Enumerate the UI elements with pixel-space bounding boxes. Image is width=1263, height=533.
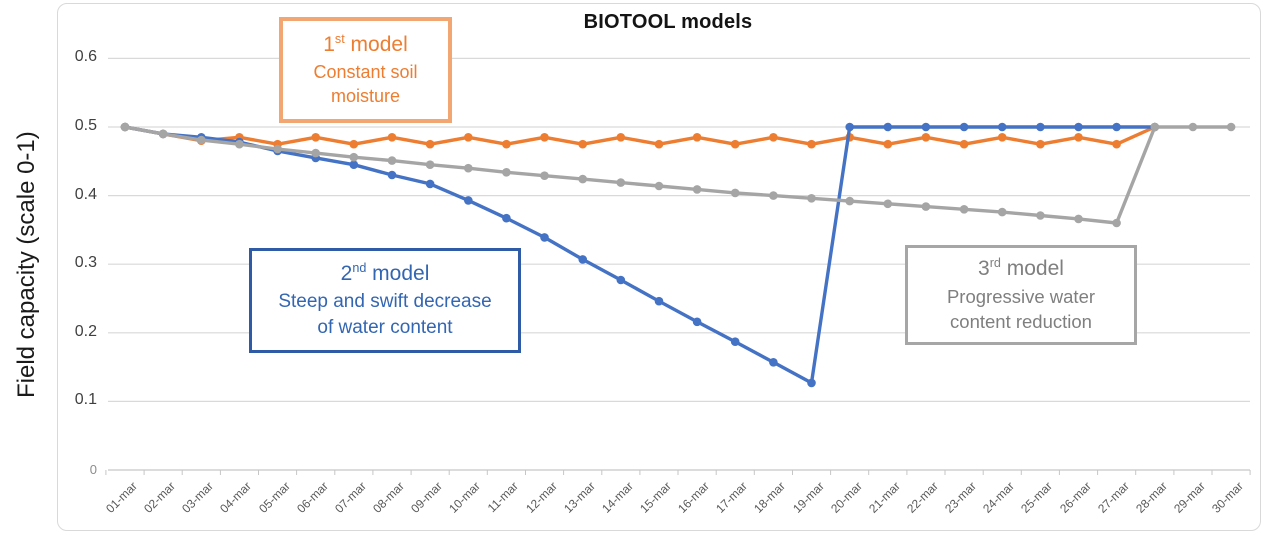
annotation-model2-line2: of water content bbox=[317, 316, 453, 338]
data-point-marker bbox=[158, 129, 168, 139]
data-point-marker bbox=[1112, 139, 1121, 149]
annotation-model3-line2: content reduction bbox=[950, 311, 1092, 333]
data-point-marker bbox=[387, 156, 397, 165]
data-point-marker bbox=[235, 139, 244, 149]
annotation-model3-title: 3rd model bbox=[978, 256, 1064, 280]
data-point-marker bbox=[654, 139, 664, 149]
y-axis-title: Field capacity (scale 0-1) bbox=[13, 131, 40, 398]
data-point-marker bbox=[502, 213, 511, 223]
data-point-marker bbox=[425, 179, 435, 189]
y-axis-tick-label: 0.6 bbox=[74, 48, 97, 66]
data-point-marker bbox=[769, 191, 778, 200]
data-point-marker bbox=[883, 199, 893, 209]
data-point-marker bbox=[502, 168, 511, 177]
annotation-model1: 1st model Constant soil moisture bbox=[279, 17, 452, 123]
data-point-marker bbox=[997, 133, 1007, 142]
data-point-marker bbox=[692, 133, 702, 142]
annotation-model2-line1: Steep and swift decrease bbox=[278, 290, 492, 312]
data-point-marker bbox=[883, 139, 893, 149]
data-point-marker bbox=[654, 296, 664, 306]
data-point-marker bbox=[845, 196, 854, 206]
annotation-model1-line1: Constant soil bbox=[313, 61, 418, 82]
data-point-marker bbox=[540, 233, 549, 242]
data-point-marker bbox=[616, 275, 626, 285]
data-point-marker bbox=[807, 378, 816, 388]
data-point-marker bbox=[464, 163, 473, 173]
data-point-marker bbox=[197, 135, 206, 145]
data-point-marker bbox=[387, 133, 397, 142]
annotation-model2-title: 2nd model bbox=[340, 260, 430, 285]
data-point-marker bbox=[997, 207, 1007, 217]
data-point-marker bbox=[959, 205, 969, 214]
data-point-marker bbox=[1036, 122, 1045, 132]
data-point-marker bbox=[1226, 122, 1236, 132]
data-point-marker bbox=[311, 148, 321, 158]
series-line bbox=[123, 125, 1157, 146]
data-point-marker bbox=[845, 122, 854, 132]
series-line bbox=[123, 125, 1157, 385]
data-point-marker bbox=[1112, 218, 1121, 228]
data-point-marker bbox=[540, 133, 549, 142]
data-point-marker bbox=[921, 133, 931, 142]
data-point-marker bbox=[1074, 214, 1083, 224]
data-point-marker bbox=[1188, 122, 1198, 132]
data-point-marker bbox=[1036, 139, 1045, 149]
data-point-marker bbox=[959, 122, 969, 132]
data-point-marker bbox=[387, 170, 397, 180]
y-axis-tick-label: 0.5 bbox=[74, 117, 97, 134]
data-point-marker bbox=[502, 139, 511, 149]
annotation-model3: 3rd model Progressive water content redu… bbox=[905, 245, 1137, 345]
annotation-model1-title: 1st model bbox=[323, 31, 408, 56]
y-axis-tick-label: 0.2 bbox=[74, 322, 97, 340]
data-point-marker bbox=[578, 174, 587, 184]
data-point-marker bbox=[1036, 211, 1045, 220]
data-point-marker bbox=[1112, 122, 1121, 132]
data-point-marker bbox=[730, 188, 740, 198]
chart-title: BIOTOOL models bbox=[583, 11, 753, 33]
annotation-model2: 2nd model Steep and swift decrease of wa… bbox=[249, 248, 521, 353]
data-point-marker bbox=[578, 139, 587, 149]
data-point-marker bbox=[464, 133, 473, 142]
data-point-marker bbox=[273, 144, 282, 154]
data-point-marker bbox=[730, 139, 740, 149]
data-point-marker bbox=[1074, 122, 1083, 132]
data-point-marker bbox=[730, 337, 740, 347]
data-point-marker bbox=[349, 139, 359, 149]
data-point-marker bbox=[616, 178, 626, 187]
data-point-marker bbox=[616, 133, 626, 142]
series-line bbox=[123, 125, 1233, 225]
annotation-model1-line2: moisture bbox=[330, 86, 401, 107]
data-point-marker bbox=[464, 196, 473, 205]
data-point-marker bbox=[349, 152, 359, 162]
data-point-marker bbox=[692, 317, 702, 327]
data-point-marker bbox=[807, 194, 816, 203]
data-point-marker bbox=[540, 171, 549, 180]
data-point-marker bbox=[311, 133, 321, 142]
data-point-marker bbox=[883, 122, 893, 132]
y-axis-tick-label: 0.3 bbox=[74, 254, 97, 272]
data-point-marker bbox=[425, 139, 435, 149]
data-point-marker bbox=[692, 185, 702, 194]
data-point-marker bbox=[120, 122, 130, 132]
data-point-marker bbox=[654, 181, 664, 191]
data-point-marker bbox=[769, 133, 778, 142]
data-point-marker bbox=[769, 358, 778, 367]
data-point-marker bbox=[921, 122, 931, 132]
data-point-marker bbox=[349, 160, 359, 169]
data-point-marker bbox=[807, 139, 816, 149]
data-point-marker bbox=[959, 139, 969, 149]
data-point-marker bbox=[578, 255, 587, 264]
data-point-marker bbox=[997, 122, 1007, 132]
y-axis-tick-label: 0 bbox=[89, 462, 97, 477]
data-point-marker bbox=[1150, 122, 1160, 132]
annotation-model3-line1: Progressive water bbox=[946, 285, 1096, 307]
data-point-marker bbox=[1074, 133, 1083, 142]
y-axis-tick-label: 0.1 bbox=[74, 391, 97, 409]
data-point-marker bbox=[921, 202, 931, 211]
data-point-marker bbox=[425, 160, 435, 169]
y-axis-tick-label: 0.4 bbox=[74, 185, 97, 203]
